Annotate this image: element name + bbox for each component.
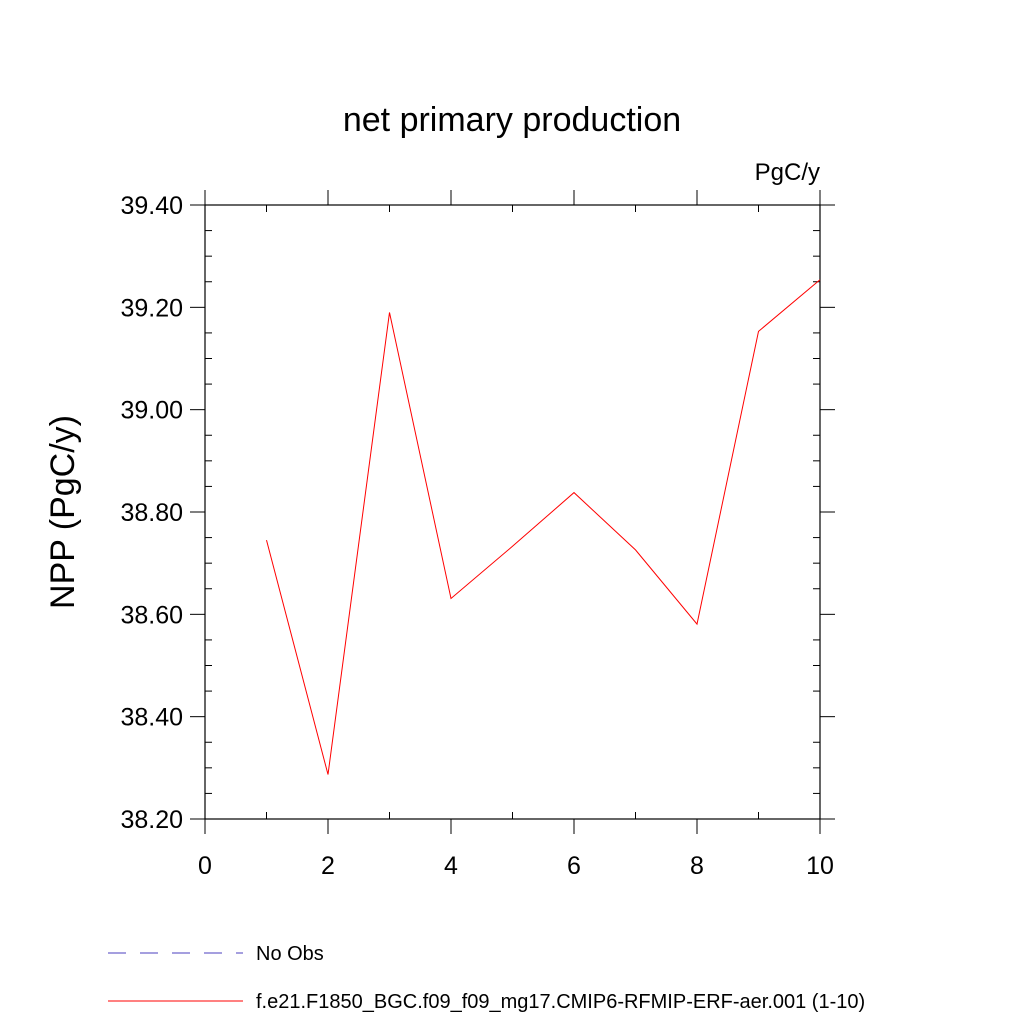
y-tick-label: 38.40 <box>120 704 183 732</box>
series-line <box>266 279 821 775</box>
units-label: PgC/y <box>755 159 820 186</box>
legend: No Obs f.e21.F1850_BGC.f09_f09_mg17.CMIP6… <box>108 943 865 1013</box>
legend-label: f.e21.F1850_BGC.f09_f09_mg17.CMIP6-RFMIP… <box>256 991 865 1013</box>
y-axis: 38.20 38.40 38.60 38.80 39.00 39.20 39.40 <box>120 192 835 834</box>
legend-label: No Obs <box>256 943 324 965</box>
series-layer <box>266 279 821 775</box>
y-tick-label: 39.20 <box>120 294 183 322</box>
chart-title: net primary production <box>343 101 681 139</box>
x-tick-label: 0 <box>198 852 212 880</box>
x-tick-label: 10 <box>806 852 834 880</box>
y-tick-label: 38.20 <box>120 806 183 834</box>
x-tick-label: 4 <box>444 852 458 880</box>
y-tick-label: 39.00 <box>120 397 183 425</box>
x-tick-label: 8 <box>690 852 704 880</box>
x-tick-label: 6 <box>567 852 581 880</box>
x-tick-label: 2 <box>321 852 335 880</box>
y-axis-label: NPP (PgC/y) <box>44 415 82 609</box>
y-tick-label: 39.40 <box>120 192 183 220</box>
y-tick-label: 38.60 <box>120 601 183 629</box>
plot-frame <box>204 204 821 820</box>
x-axis: 0 2 4 6 8 10 <box>198 190 834 880</box>
y-tick-label: 38.80 <box>120 499 183 527</box>
